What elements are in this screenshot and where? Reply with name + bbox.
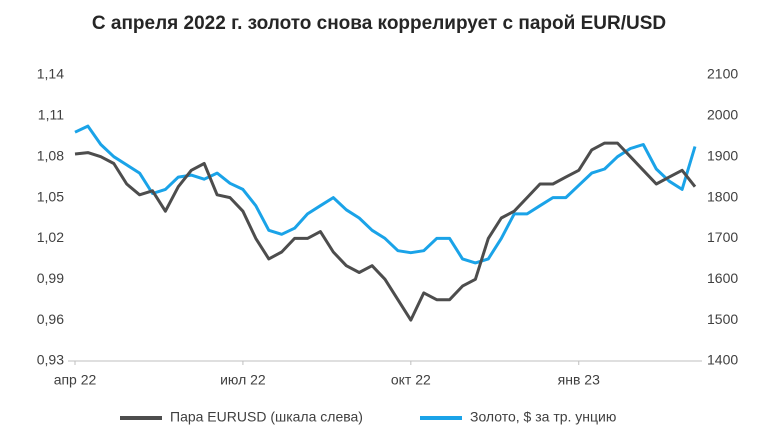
y2-tick-label: 1900 [707,147,738,163]
legend-label: Пара EURUSD (шкала слева) [170,409,363,425]
series-line [74,124,697,265]
y2-tick-label: 1500 [707,311,738,327]
y-tick-label: 1,14 [37,66,64,82]
y2-tick-label: 1600 [707,270,738,286]
y2-tick-label: 1800 [707,188,738,204]
x-tick-label: июл 22 [220,372,266,388]
y-tick-label: 0,96 [37,311,64,327]
y-tick-label: 1,11 [38,107,64,123]
y2-tick-label: 1700 [707,229,738,245]
series-line [74,141,697,322]
y2-tick-label: 1400 [707,352,738,368]
legend-label: Золото, $ за тр. унцию [470,409,616,425]
y-tick-label: 1,08 [37,147,64,163]
y2-tick-label: 2100 [707,66,738,82]
y-tick-label: 1,05 [37,188,64,204]
chart-title: С апреля 2022 г. золото снова коррелируе… [92,13,666,34]
x-tick-label: апр 22 [54,372,97,388]
y2-tick-label: 2000 [707,107,738,123]
y-tick-label: 0,99 [37,270,64,286]
x-tick-label: янв 23 [558,372,600,388]
y-tick-label: 1,02 [37,229,64,245]
x-tick-label: окт 22 [391,372,431,388]
y-tick-label: 0,93 [37,352,64,368]
